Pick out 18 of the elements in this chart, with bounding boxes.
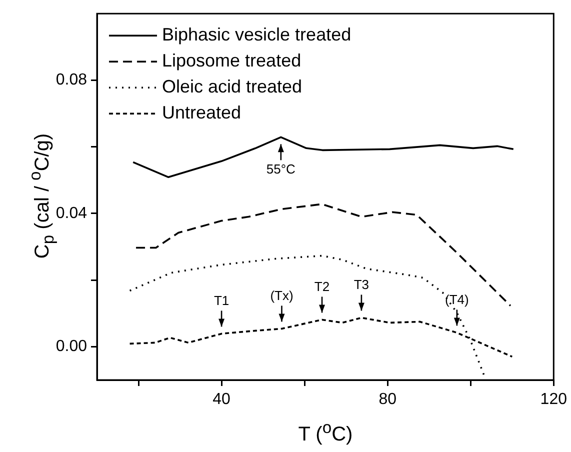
y-tick-label: 0.00 [56,338,88,356]
x-tick-label: 80 [378,391,397,408]
legend-label: Biphasic vesicle treated [162,24,352,45]
annotation: T3 [354,276,370,292]
annotation: 55°C [266,161,296,176]
annotation: (T4) [445,292,469,307]
legend-label: Untreated [162,102,242,123]
legend-label: Oleic acid treated [162,76,302,97]
annotation: T2 [314,278,330,294]
y-tick-label: 0.08 [56,72,88,89]
annotation: (Tx) [270,288,294,303]
x-tick-label: 120 [540,391,568,408]
line-series [135,203,512,307]
annotation: T1 [214,292,230,308]
x-axis-title: T ($^{o}$C) [297,418,354,447]
legend-label: Liposome treated [162,50,302,71]
y-tick-label: 0.04 [56,204,88,222]
x-tick-label: 40 [212,391,231,408]
